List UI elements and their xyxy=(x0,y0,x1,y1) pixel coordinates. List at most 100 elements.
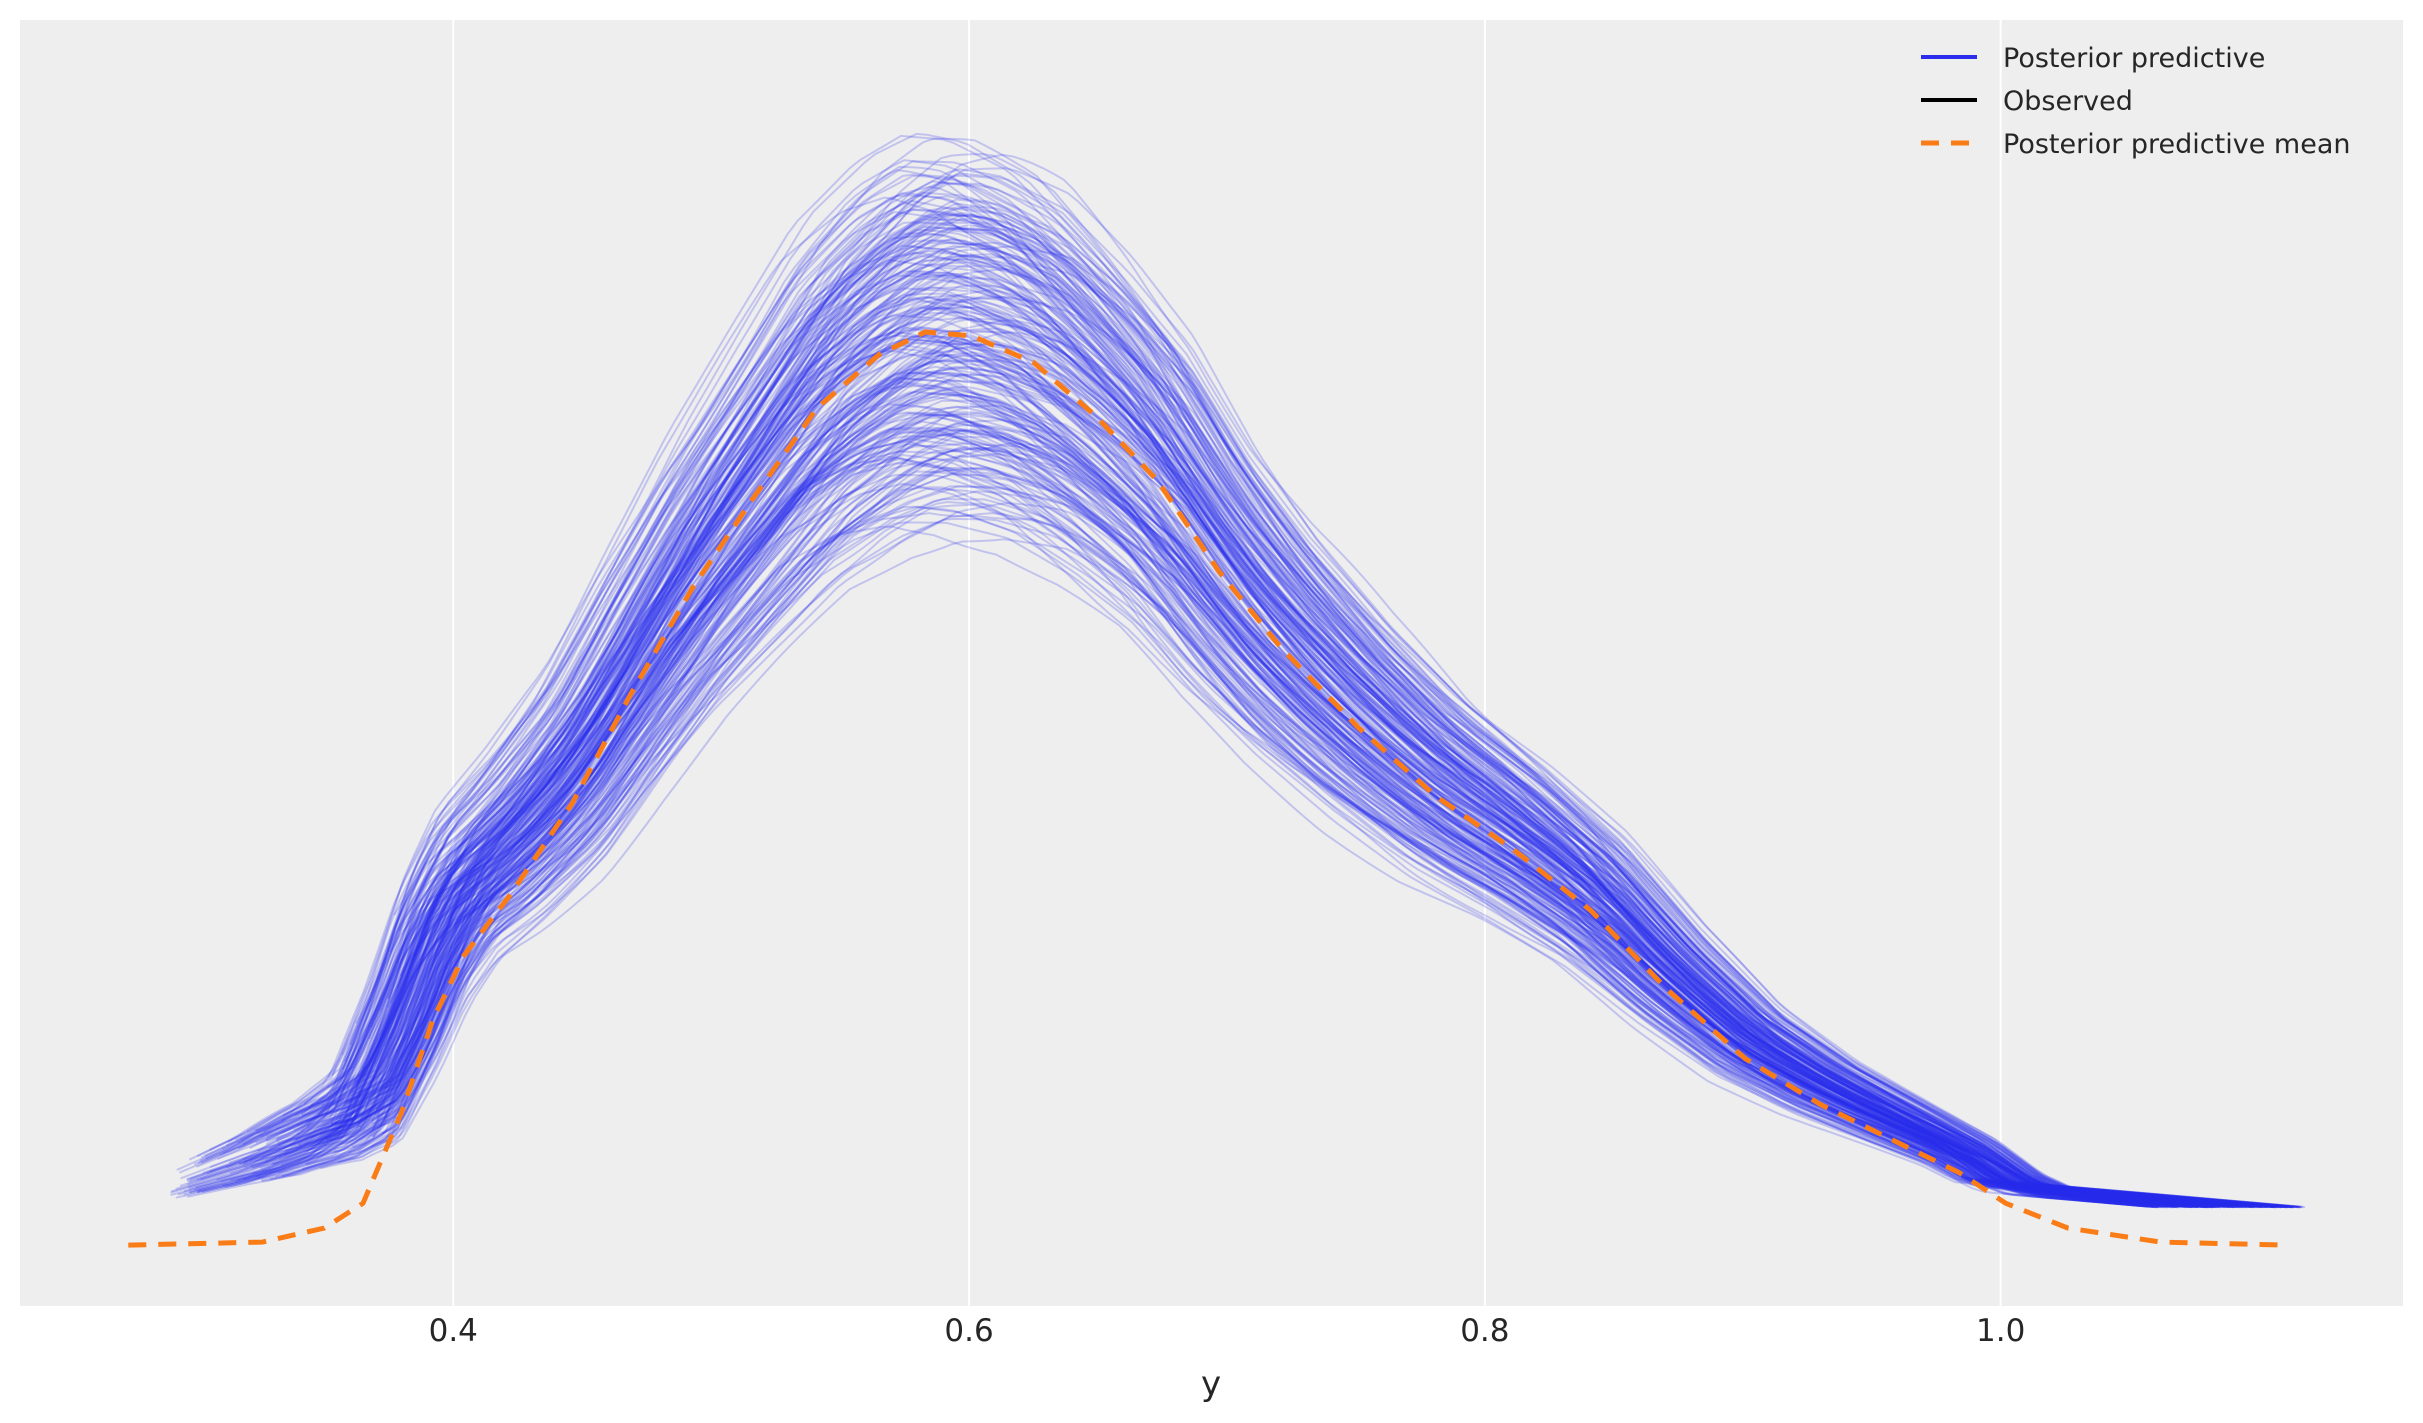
posterior-predictive-sample xyxy=(342,486,2212,1208)
plot-area xyxy=(20,20,2403,1306)
posterior-predictive-sample xyxy=(335,457,2276,1209)
posterior-predictive-sample xyxy=(395,498,2243,1209)
posterior-predictive-sample xyxy=(371,284,2219,1208)
posterior-predictive-sample xyxy=(280,316,2262,1208)
posterior-predictive-sample xyxy=(197,249,2252,1208)
posterior-predictive-sample xyxy=(330,349,2261,1209)
posterior-predictive-sample xyxy=(383,414,2159,1208)
posterior-predictive-sample xyxy=(260,379,2262,1208)
posterior-predictive-sample xyxy=(333,334,2263,1208)
posterior-predictive-sample xyxy=(345,435,2255,1208)
posterior-predictive-sample xyxy=(297,276,2289,1208)
posterior-predictive-sample xyxy=(222,334,2193,1209)
posterior-predictive-sample xyxy=(325,445,2255,1209)
posterior-predictive-sample xyxy=(353,212,2180,1208)
posterior-predictive-sample xyxy=(197,266,2282,1209)
posterior-predictive-sample xyxy=(240,239,2274,1208)
posterior-predictive-sample xyxy=(389,487,2289,1208)
posterior-predictive-sample xyxy=(225,213,2218,1209)
posterior-predictive-sample xyxy=(266,500,2186,1209)
legend: Posterior predictive Observed Posterior … xyxy=(1921,43,2350,160)
posterior-predictive-sample xyxy=(186,353,2230,1209)
posterior-predictive-sample xyxy=(324,239,2192,1209)
posterior-predictive-sample xyxy=(180,167,2203,1208)
posterior-predictive-sample xyxy=(281,347,2294,1209)
posterior-predictive-sample xyxy=(224,383,2268,1208)
posterior-predictive-sample xyxy=(300,329,2293,1208)
posterior-predictive-sample xyxy=(234,277,2195,1209)
posterior-predictive-sample xyxy=(341,403,2303,1209)
grid-lines xyxy=(452,20,2002,1306)
posterior-predictive-sample xyxy=(357,377,2267,1208)
posterior-predictive-sample xyxy=(376,298,2286,1208)
legend-label-observed: Observed xyxy=(2003,86,2133,117)
posterior-predictive-mean xyxy=(128,329,2287,1248)
legend-label-posterior-predictive-mean: Posterior predictive mean xyxy=(2003,129,2350,160)
posterior-predictive-sample xyxy=(370,429,2290,1208)
posterior-predictive-sample xyxy=(170,391,2266,1208)
posterior-predictive-sample xyxy=(386,338,2235,1208)
posterior-predictive-sample xyxy=(317,413,2248,1208)
posterior-predictive-sample xyxy=(221,173,2213,1208)
posterior-predictive-sample xyxy=(242,370,2224,1208)
posterior-predictive-sample xyxy=(364,255,2150,1208)
posterior-predictive-sample xyxy=(333,295,2171,1208)
posterior-predictive-sample xyxy=(400,379,2176,1208)
posterior-predictive-sample xyxy=(369,473,2259,1209)
posterior-predictive-sample xyxy=(344,468,2162,1209)
posterior-predictive-sample xyxy=(276,371,2237,1208)
posterior-predictive-sample xyxy=(381,442,2167,1209)
posterior-predictive-sample xyxy=(216,168,2167,1208)
posterior-predictive-sample xyxy=(378,332,2278,1209)
posterior-predictive-sample xyxy=(349,325,2198,1208)
posterior-predictive-sample xyxy=(330,455,2158,1208)
posterior-predictive-sample xyxy=(361,350,2292,1209)
posterior-predictive-sample xyxy=(378,218,2248,1209)
posterior-predictive-sample xyxy=(347,341,2216,1209)
posterior-predictive-sample xyxy=(272,174,2213,1209)
posterior-predictive-sample xyxy=(269,185,2282,1209)
posterior-predictive-sample xyxy=(379,132,2268,1209)
posterior-predictive-sample xyxy=(275,422,2277,1208)
posterior-predictive-sample xyxy=(186,253,2189,1208)
posterior-predictive-sample xyxy=(238,429,2292,1209)
posterior-predictive-sample xyxy=(374,180,2191,1208)
posterior-predictive-sample xyxy=(243,159,2205,1208)
posterior-predictive-sample xyxy=(327,274,2268,1208)
posterior-predictive-sample xyxy=(265,521,2288,1209)
posterior-predictive-sample xyxy=(331,153,2178,1208)
posterior-predictive-sample xyxy=(306,427,2216,1208)
posterior-predictive-sample xyxy=(194,288,2207,1209)
posterior-predictive-sample xyxy=(282,269,2254,1209)
posterior-predictive-sample xyxy=(372,419,2199,1208)
posterior-predictive-sample xyxy=(398,258,2278,1209)
posterior-predictive-sample xyxy=(189,199,2295,1208)
posterior-predictive-sample xyxy=(386,442,2194,1208)
posterior-predictive-sample xyxy=(269,217,2210,1209)
posterior-predictive-sample xyxy=(339,505,2290,1209)
posterior-predictive-sample xyxy=(255,412,2196,1208)
posterior-predictive-sample xyxy=(373,424,2181,1209)
posterior-predictive-sample xyxy=(368,314,2154,1208)
posterior-predictive-sample xyxy=(396,208,2275,1209)
posterior-predictive-sample xyxy=(249,376,2148,1208)
posterior-predictive-sample xyxy=(200,160,2275,1208)
posterior-predictive-sample xyxy=(341,344,2159,1209)
posterior-predictive-sample xyxy=(280,405,2283,1209)
posterior-predictive-sample xyxy=(228,342,2252,1208)
x-tick-label: 0.8 xyxy=(1460,1313,1509,1349)
posterior-predictive-sample xyxy=(275,241,2154,1208)
posterior-predictive-sample xyxy=(329,366,2229,1208)
posterior-predictive-sample xyxy=(304,206,2193,1209)
posterior-predictive-sample xyxy=(394,213,2252,1208)
posterior-predictive-sample xyxy=(335,207,2265,1208)
posterior-predictive-sample xyxy=(399,297,2258,1209)
posterior-predictive-sample xyxy=(241,297,2213,1209)
posterior-predictive-sample xyxy=(205,228,2300,1209)
posterior-predictive-sample xyxy=(277,241,2229,1208)
posterior-predictive-sample xyxy=(175,300,2198,1208)
posterior-predictive-sample xyxy=(256,224,2207,1208)
x-axis-ticks: 0.4 0.6 0.8 1.0 xyxy=(429,1313,2026,1349)
legend-label-posterior-predictive: Posterior predictive xyxy=(2003,43,2265,74)
posterior-predictive-sample xyxy=(338,485,2299,1208)
